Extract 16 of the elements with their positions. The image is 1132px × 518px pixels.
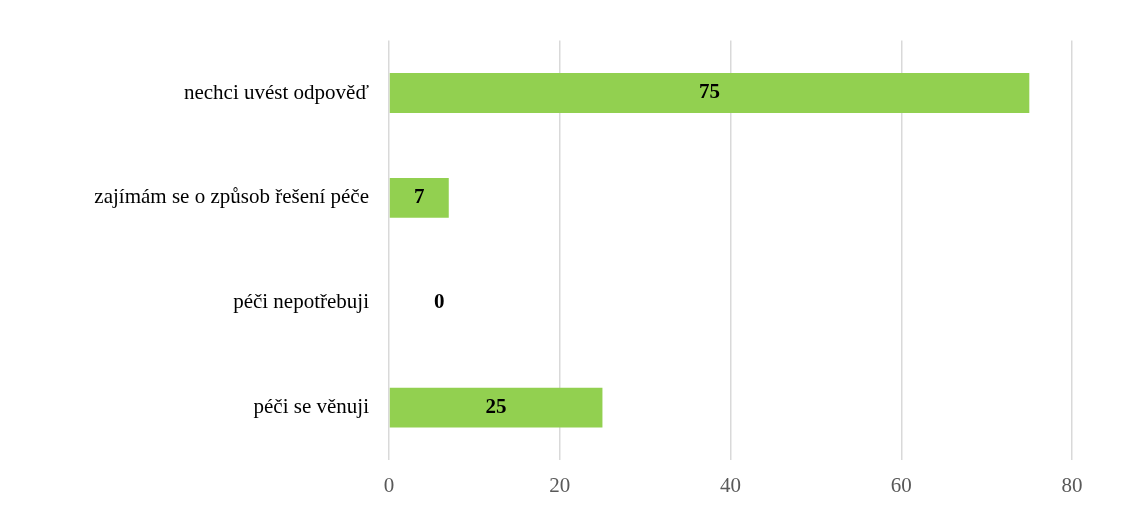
x-tick-label: 80 [1061, 473, 1083, 498]
x-tick-label: 20 [549, 473, 571, 498]
data-label: 75 [699, 79, 721, 104]
y-tick-label: nechci uvést odpověď [183, 79, 370, 104]
bar [389, 177, 449, 218]
y-tick-label: péči se věnuji [253, 394, 370, 419]
data-label: 7 [414, 184, 425, 209]
data-label: 0 [434, 289, 445, 314]
bar [389, 73, 1030, 113]
bar [389, 387, 603, 428]
data-label: 25 [485, 394, 507, 418]
x-tick-label: 0 [383, 473, 395, 498]
x-tick-label: 40 [720, 473, 741, 498]
x-tick-label: 60 [890, 473, 912, 498]
y-tick-label: péči nepotřebuji [233, 289, 370, 314]
y-tick-label: zajímám se o způsob řešení péče [94, 184, 369, 209]
